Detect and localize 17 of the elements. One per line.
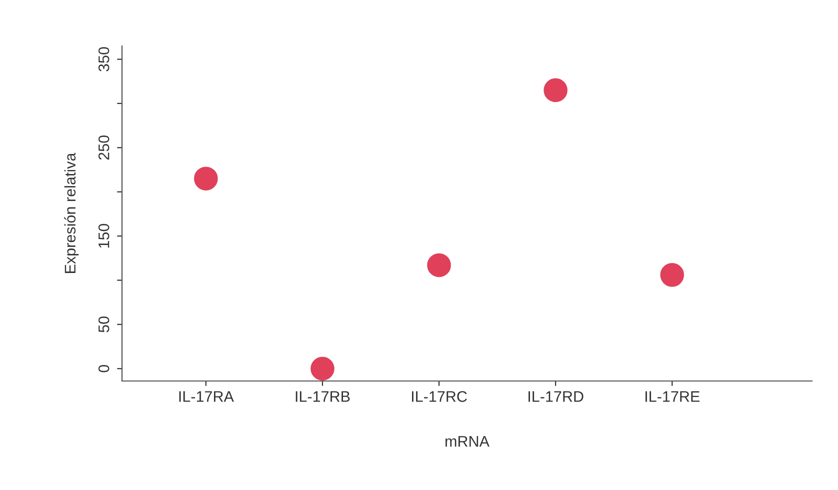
y-tick-label: 150 xyxy=(98,224,110,248)
y-tick-label: 350 xyxy=(98,47,110,72)
point xyxy=(310,356,334,381)
point xyxy=(427,253,451,278)
y-axis-title: Expresión relativa xyxy=(64,152,79,273)
y-tick-label: 50 xyxy=(98,316,110,332)
y-tick-label: 250 xyxy=(98,136,110,160)
y-tick-label: 0 xyxy=(98,364,110,372)
x-tick-label: IL-17RE xyxy=(646,391,700,402)
x-tick-label: IL-17RC xyxy=(412,391,467,402)
point xyxy=(194,166,218,190)
x-tick-label: IL-17RD xyxy=(528,391,584,402)
x-tick-label: IL-17RA xyxy=(179,391,234,402)
x-tick-label: IL-17RB xyxy=(296,391,350,402)
point xyxy=(544,78,568,102)
x-axis-title: mRNA xyxy=(446,436,490,447)
point xyxy=(660,263,684,287)
